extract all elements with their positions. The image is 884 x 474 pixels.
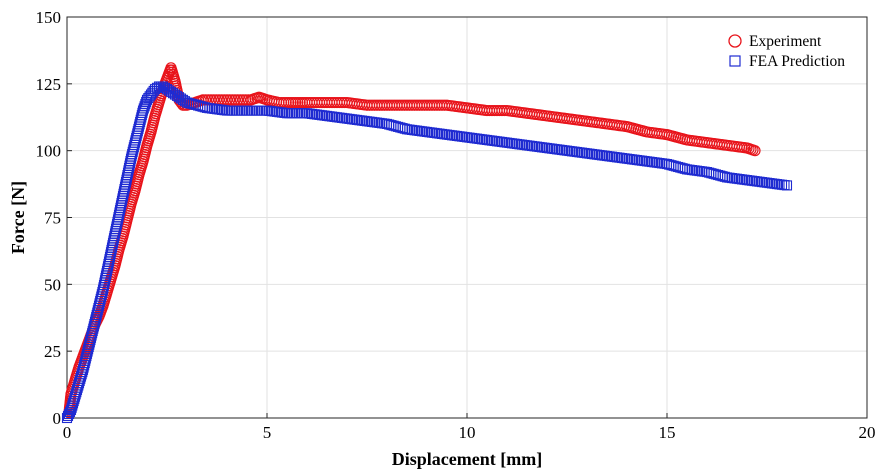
x-tick-label: 10 xyxy=(459,423,476,442)
legend-label-experiment: Experiment xyxy=(749,33,822,50)
experiment-data-point xyxy=(202,94,214,106)
fea-data-point xyxy=(781,180,793,191)
x-tick-label: 20 xyxy=(859,423,876,442)
experiment-data-point xyxy=(229,94,241,106)
legend-item-experiment: Experiment xyxy=(728,33,822,50)
x-tick-label: 5 xyxy=(263,423,272,442)
legend-circle-marker xyxy=(728,34,742,48)
y-tick-label: 0 xyxy=(53,409,62,428)
data-markers xyxy=(61,62,793,424)
plot-frame xyxy=(66,16,868,419)
experiment-data-point xyxy=(749,145,761,157)
y-tick-label: 50 xyxy=(44,275,61,294)
legend-item-fea-prediction: FEA Prediction xyxy=(729,53,845,70)
legend-label-fea-prediction: FEA Prediction xyxy=(749,53,845,70)
experiment-data-point xyxy=(234,94,246,106)
experiment-data-point xyxy=(224,94,236,106)
legend: Experiment FEA Prediction xyxy=(728,33,845,70)
x-tick-label: 15 xyxy=(659,423,676,442)
y-tick-label: 150 xyxy=(36,8,62,27)
y-tick-label: 25 xyxy=(44,342,61,361)
x-tick-label: 0 xyxy=(63,423,72,442)
y-tick-label: 75 xyxy=(44,209,61,228)
legend-square-marker xyxy=(729,55,741,67)
grid-lines xyxy=(66,16,868,419)
y-tick-label: 100 xyxy=(36,142,62,161)
y-axis-label: Force [N] xyxy=(8,181,28,254)
y-tick-label: 125 xyxy=(36,75,62,94)
experiment-data-point xyxy=(226,94,238,106)
experiment-data-point xyxy=(242,94,254,106)
tick-labels: 0 5 10 15 20 0 25 50 75 100 125 150 xyxy=(36,8,876,442)
x-axis-label: Displacement [mm] xyxy=(392,449,542,469)
experiment-data-point xyxy=(232,94,244,106)
